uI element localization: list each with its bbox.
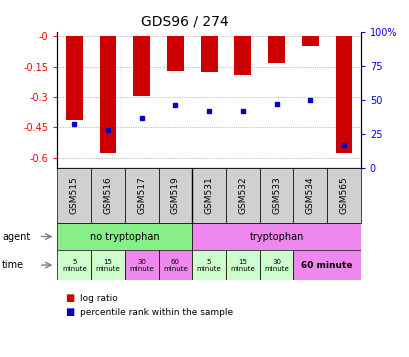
Bar <box>91 168 124 223</box>
Bar <box>57 168 91 223</box>
Bar <box>293 250 360 280</box>
Text: 15
minute: 15 minute <box>230 258 254 272</box>
Text: ■: ■ <box>65 307 75 317</box>
Bar <box>267 36 284 62</box>
Bar <box>301 36 318 46</box>
Text: percentile rank within the sample: percentile rank within the sample <box>80 308 232 317</box>
Text: 60
minute: 60 minute <box>163 258 187 272</box>
Text: ■: ■ <box>65 293 75 303</box>
Text: 5
minute: 5 minute <box>62 258 86 272</box>
Text: GSM515: GSM515 <box>70 177 79 214</box>
Text: 30
minute: 30 minute <box>263 258 288 272</box>
Bar <box>66 36 83 120</box>
Bar <box>99 36 116 152</box>
Bar <box>234 36 251 75</box>
Bar <box>124 168 158 223</box>
Bar <box>225 250 259 280</box>
Text: GSM565: GSM565 <box>339 177 348 214</box>
Text: 60 minute: 60 minute <box>301 261 352 270</box>
Bar <box>259 168 293 223</box>
Bar <box>335 36 351 152</box>
Bar <box>293 168 326 223</box>
Bar <box>133 36 150 96</box>
Text: 5
minute: 5 minute <box>196 258 221 272</box>
Bar <box>259 250 293 280</box>
Text: GSM516: GSM516 <box>103 177 112 214</box>
Bar <box>192 223 360 250</box>
Text: GSM531: GSM531 <box>204 177 213 214</box>
Bar <box>192 250 225 280</box>
Bar <box>158 168 192 223</box>
Text: tryptophan: tryptophan <box>249 231 303 242</box>
Text: GSM532: GSM532 <box>238 177 247 214</box>
Text: 15
minute: 15 minute <box>95 258 120 272</box>
Bar <box>124 250 158 280</box>
Bar <box>57 250 91 280</box>
Text: GSM517: GSM517 <box>137 177 146 214</box>
Text: GSM534: GSM534 <box>305 177 314 214</box>
Text: GDS96 / 274: GDS96 / 274 <box>140 14 228 28</box>
Text: GSM519: GSM519 <box>171 177 180 214</box>
Bar <box>200 36 217 72</box>
Text: log ratio: log ratio <box>80 293 117 303</box>
Text: no tryptophan: no tryptophan <box>90 231 159 242</box>
Text: time: time <box>2 260 24 270</box>
Bar <box>158 250 192 280</box>
Bar <box>91 250 124 280</box>
Bar <box>192 168 225 223</box>
Text: GSM533: GSM533 <box>271 177 280 214</box>
Bar <box>57 223 192 250</box>
Bar <box>225 168 259 223</box>
Text: agent: agent <box>2 231 30 242</box>
Bar <box>166 36 183 71</box>
Bar <box>326 168 360 223</box>
Text: 30
minute: 30 minute <box>129 258 154 272</box>
